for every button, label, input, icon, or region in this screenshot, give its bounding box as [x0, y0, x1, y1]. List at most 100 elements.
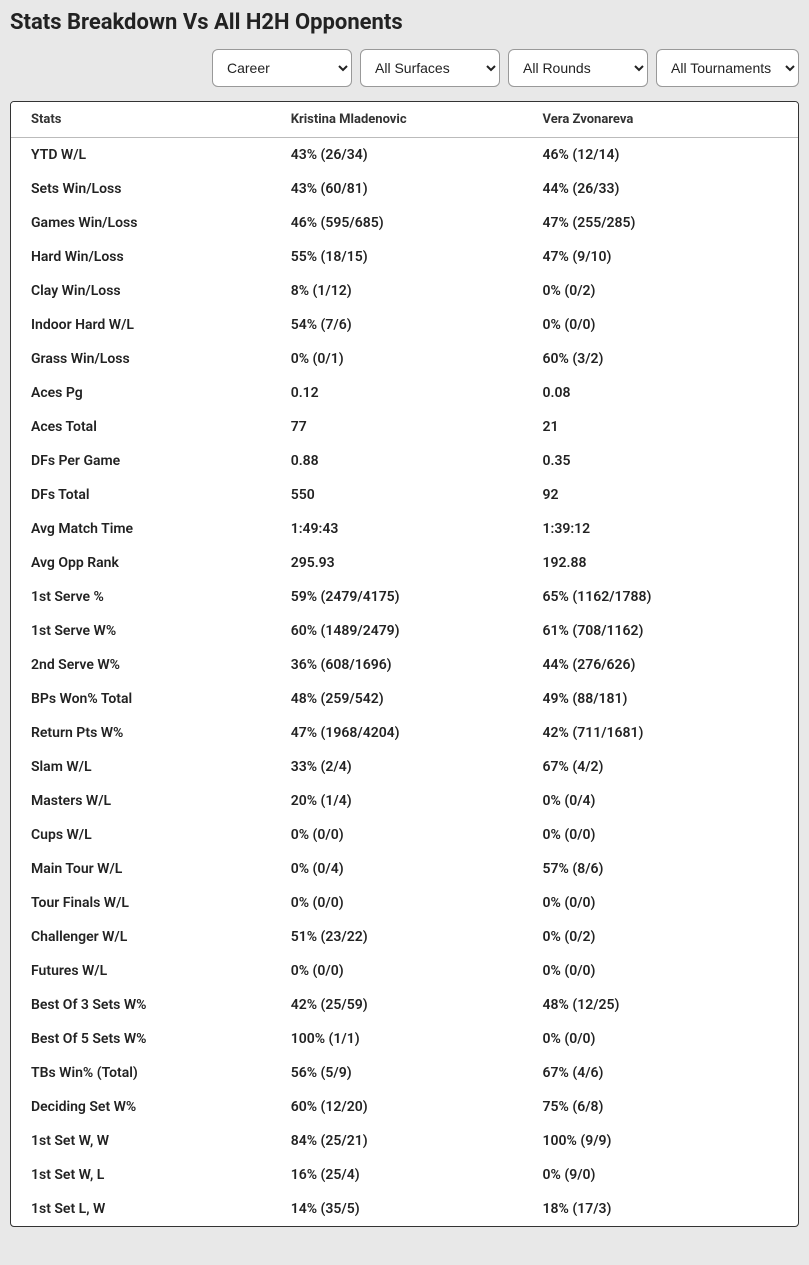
table-row: DFs Total55092 [11, 478, 798, 512]
table-row: Challenger W/L51% (23/22)0% (0/2) [11, 920, 798, 954]
stat-value: 0.88 [271, 444, 523, 478]
table-row: 1st Serve %59% (2479/4175)65% (1162/1788… [11, 580, 798, 614]
stat-label: Best Of 5 Sets W% [11, 1022, 271, 1056]
stat-label: 1st Set W, L [11, 1158, 271, 1192]
stat-label: Sets Win/Loss [11, 172, 271, 206]
stat-value: 0% (0/4) [271, 852, 523, 886]
stat-value: 0% (0/2) [523, 920, 798, 954]
table-row: Best Of 3 Sets W%42% (25/59)48% (12/25) [11, 988, 798, 1022]
stat-value: 100% (9/9) [523, 1124, 798, 1158]
stat-label: Tour Finals W/L [11, 886, 271, 920]
table-row: Avg Match Time1:49:431:39:12 [11, 512, 798, 546]
table-row: Masters W/L20% (1/4)0% (0/4) [11, 784, 798, 818]
stat-value: 295.93 [271, 546, 523, 580]
table-row: Sets Win/Loss43% (60/81)44% (26/33) [11, 172, 798, 206]
table-row: Grass Win/Loss0% (0/1)60% (3/2) [11, 342, 798, 376]
stat-label: Challenger W/L [11, 920, 271, 954]
stat-label: Avg Match Time [11, 512, 271, 546]
stat-value: 46% (12/14) [523, 138, 798, 173]
stat-value: 0.12 [271, 376, 523, 410]
stat-value: 84% (25/21) [271, 1124, 523, 1158]
stat-value: 0% (0/0) [523, 818, 798, 852]
stat-label: TBs Win% (Total) [11, 1056, 271, 1090]
stat-value: 0% (9/0) [523, 1158, 798, 1192]
table-row: Return Pts W%47% (1968/4204)42% (711/168… [11, 716, 798, 750]
stat-label: Aces Total [11, 410, 271, 444]
stat-value: 55% (18/15) [271, 240, 523, 274]
stat-value: 0% (0/0) [523, 1022, 798, 1056]
stat-value: 42% (25/59) [271, 988, 523, 1022]
stat-value: 47% (1968/4204) [271, 716, 523, 750]
table-row: Aces Total7721 [11, 410, 798, 444]
stat-value: 0% (0/0) [271, 886, 523, 920]
surface-select[interactable]: All Surfaces [360, 49, 500, 87]
stat-label: Cups W/L [11, 818, 271, 852]
tournament-select[interactable]: All Tournaments [656, 49, 799, 87]
stats-table: Stats Kristina Mladenovic Vera Zvonareva… [11, 102, 798, 1226]
stat-label: Best Of 3 Sets W% [11, 988, 271, 1022]
stat-value: 20% (1/4) [271, 784, 523, 818]
stat-value: 61% (708/1162) [523, 614, 798, 648]
stat-value: 14% (35/5) [271, 1192, 523, 1226]
table-row: 2nd Serve W%36% (608/1696)44% (276/626) [11, 648, 798, 682]
stat-value: 0% (0/0) [523, 954, 798, 988]
table-row: Aces Pg0.120.08 [11, 376, 798, 410]
stat-value: 0% (0/4) [523, 784, 798, 818]
stat-value: 0% (0/0) [523, 308, 798, 342]
stat-label: 1st Serve W% [11, 614, 271, 648]
stat-label: DFs Per Game [11, 444, 271, 478]
stat-value: 18% (17/3) [523, 1192, 798, 1226]
round-select[interactable]: All Rounds [508, 49, 648, 87]
table-row: TBs Win% (Total)56% (5/9)67% (4/6) [11, 1056, 798, 1090]
stat-value: 47% (9/10) [523, 240, 798, 274]
stat-value: 43% (26/34) [271, 138, 523, 173]
table-row: Cups W/L0% (0/0)0% (0/0) [11, 818, 798, 852]
stat-value: 60% (1489/2479) [271, 614, 523, 648]
stat-value: 0% (0/0) [523, 886, 798, 920]
stat-value: 33% (2/4) [271, 750, 523, 784]
stat-label: Games Win/Loss [11, 206, 271, 240]
stat-value: 0% (0/1) [271, 342, 523, 376]
stat-value: 21 [523, 410, 798, 444]
table-row: YTD W/L43% (26/34)46% (12/14) [11, 138, 798, 173]
stat-label: Grass Win/Loss [11, 342, 271, 376]
stat-value: 16% (25/4) [271, 1158, 523, 1192]
stat-value: 43% (60/81) [271, 172, 523, 206]
stat-value: 49% (88/181) [523, 682, 798, 716]
period-select[interactable]: Career [212, 49, 352, 87]
stat-value: 0% (0/0) [271, 954, 523, 988]
table-row: Futures W/L0% (0/0)0% (0/0) [11, 954, 798, 988]
stat-value: 48% (12/25) [523, 988, 798, 1022]
stat-value: 100% (1/1) [271, 1022, 523, 1056]
stat-value: 54% (7/6) [271, 308, 523, 342]
stat-value: 77 [271, 410, 523, 444]
col-header-stats: Stats [11, 102, 271, 138]
stat-label: DFs Total [11, 478, 271, 512]
stat-value: 57% (8/6) [523, 852, 798, 886]
col-header-player2: Vera Zvonareva [523, 102, 798, 138]
stat-label: BPs Won% Total [11, 682, 271, 716]
table-row: Hard Win/Loss55% (18/15)47% (9/10) [11, 240, 798, 274]
stat-label: Deciding Set W% [11, 1090, 271, 1124]
table-row: 1st Set W, W84% (25/21)100% (9/9) [11, 1124, 798, 1158]
stat-value: 46% (595/685) [271, 206, 523, 240]
page-title: Stats Breakdown Vs All H2H Opponents [0, 0, 809, 49]
table-row: 1st Serve W%60% (1489/2479)61% (708/1162… [11, 614, 798, 648]
table-row: 1st Set L, W14% (35/5)18% (17/3) [11, 1192, 798, 1226]
stat-value: 47% (255/285) [523, 206, 798, 240]
col-header-player1: Kristina Mladenovic [271, 102, 523, 138]
stat-label: 1st Serve % [11, 580, 271, 614]
stat-value: 48% (259/542) [271, 682, 523, 716]
stat-value: 8% (1/12) [271, 274, 523, 308]
filter-bar: Career All Surfaces All Rounds All Tourn… [0, 49, 809, 101]
stat-label: Aces Pg [11, 376, 271, 410]
stat-label: 2nd Serve W% [11, 648, 271, 682]
stat-label: Masters W/L [11, 784, 271, 818]
stat-label: Avg Opp Rank [11, 546, 271, 580]
table-row: Indoor Hard W/L54% (7/6)0% (0/0) [11, 308, 798, 342]
stat-value: 67% (4/6) [523, 1056, 798, 1090]
stat-value: 36% (608/1696) [271, 648, 523, 682]
stat-value: 550 [271, 478, 523, 512]
stat-label: Hard Win/Loss [11, 240, 271, 274]
stat-value: 65% (1162/1788) [523, 580, 798, 614]
